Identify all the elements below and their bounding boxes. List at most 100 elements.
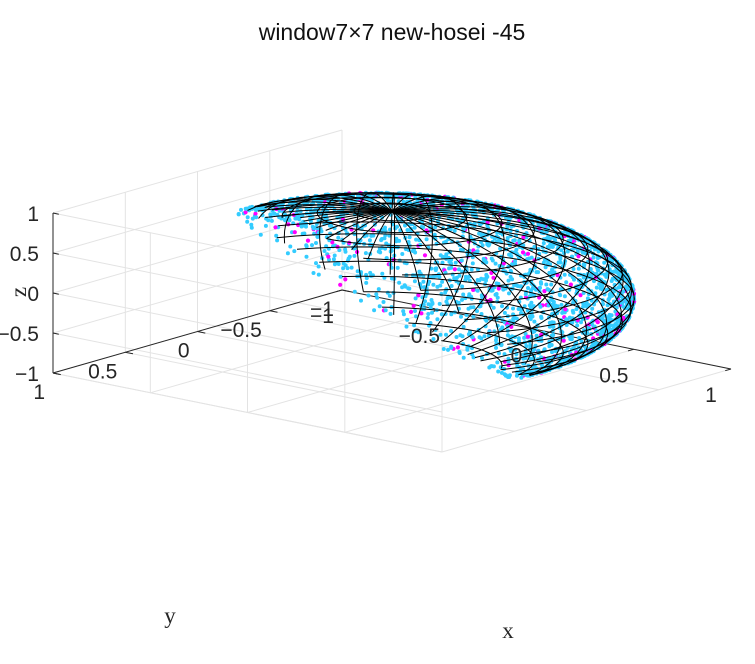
cyan-point (363, 251, 368, 256)
cyan-point (523, 292, 528, 297)
cyan-point (480, 356, 484, 360)
cyan-point (379, 238, 384, 243)
cyan-point (383, 225, 387, 230)
longitude-line (391, 200, 538, 344)
cyan-point (595, 256, 600, 261)
cyan-point (302, 223, 307, 228)
cyan-point (497, 351, 501, 356)
longitude-line (391, 193, 433, 324)
cyan-point (500, 304, 504, 309)
cyan-point (489, 288, 494, 293)
cyan-point (522, 335, 527, 340)
cyan-point (457, 351, 462, 355)
cyan-point (479, 336, 484, 341)
cyan-point (525, 308, 530, 313)
cyan-point (356, 238, 361, 243)
cyan-point (505, 236, 510, 240)
cyan-point (332, 253, 337, 258)
longitude-line (391, 197, 505, 342)
grid-line (52, 252, 443, 333)
longitude-line (391, 210, 635, 367)
cyan-point (552, 270, 557, 275)
x-tick-mark (336, 289, 343, 293)
longitude-line (254, 201, 393, 212)
cyan-point (405, 228, 410, 232)
cyan-point (380, 245, 384, 250)
cyan-point (505, 333, 510, 338)
cyan-point (389, 246, 394, 250)
cyan-point (507, 373, 512, 378)
cyan-point (519, 311, 523, 316)
cyan-point (581, 304, 586, 309)
cyan-point (453, 260, 458, 265)
cyan-point (385, 198, 390, 203)
cyan-point (243, 206, 248, 211)
cyan-point (571, 267, 576, 271)
grid-line (52, 372, 443, 453)
magenta-point (326, 254, 331, 259)
magenta-point (292, 230, 297, 235)
cyan-point (352, 289, 357, 294)
y-axis-label: y (164, 603, 176, 628)
cyan-point (509, 254, 514, 259)
magenta-point (409, 309, 414, 314)
cyan-point (481, 277, 486, 282)
z-tick-mark (52, 292, 59, 295)
z-tick-mark (52, 252, 59, 255)
longitude-line (265, 204, 393, 212)
cyan-point (514, 373, 519, 378)
z-tick-label: −1 (15, 363, 39, 386)
y-tick-label: 1 (33, 381, 45, 404)
cyan-point (429, 298, 434, 302)
cyan-point (495, 295, 500, 300)
cyan-point (550, 320, 555, 325)
cyan-point (489, 364, 493, 369)
cyan-point (495, 360, 500, 365)
cyan-point (598, 332, 603, 337)
grid-line (52, 169, 343, 254)
cyan-point (434, 241, 439, 246)
cyan-point (471, 355, 476, 360)
cyan-point (461, 292, 466, 297)
longitude-line (271, 206, 393, 212)
cyan-point (576, 266, 581, 271)
cyan-point (449, 329, 454, 333)
cyan-point (592, 247, 597, 252)
longitude-line (389, 210, 393, 275)
cyan-point (254, 208, 258, 213)
grid-line (52, 292, 443, 373)
longitude-line (391, 210, 588, 376)
magenta-point (521, 235, 526, 240)
grid-line (441, 368, 732, 453)
magenta-point (578, 293, 583, 298)
cyan-point (414, 237, 419, 242)
z-tick-label: 1 (27, 203, 39, 226)
grid-line (52, 129, 343, 214)
cyan-point (435, 317, 440, 322)
cyan-point (608, 323, 613, 328)
cyan-point (594, 285, 599, 290)
cyan-point (544, 282, 549, 287)
cyan-point (315, 235, 320, 239)
x-tick-label: −0.5 (399, 325, 440, 348)
cyan-point (368, 270, 373, 275)
cyan-point (433, 225, 438, 230)
cyan-point (570, 320, 575, 325)
cyan-point (391, 290, 396, 295)
x-tick-label: 0.5 (599, 364, 628, 387)
cyan-point (426, 302, 431, 307)
cyan-point (250, 216, 255, 221)
cyan-point (413, 309, 417, 313)
cyan-point (428, 321, 433, 325)
cyan-point (548, 236, 553, 241)
cyan-point (266, 218, 271, 223)
cyan-point (406, 240, 411, 244)
cyan-point (269, 218, 274, 223)
cyan-point (547, 270, 552, 275)
cyan-point (581, 262, 586, 267)
cyan-point (502, 310, 507, 315)
cyan-point (343, 249, 348, 254)
cyan-point (602, 260, 607, 265)
cyan-point (449, 284, 454, 288)
cyan-point (501, 287, 506, 292)
